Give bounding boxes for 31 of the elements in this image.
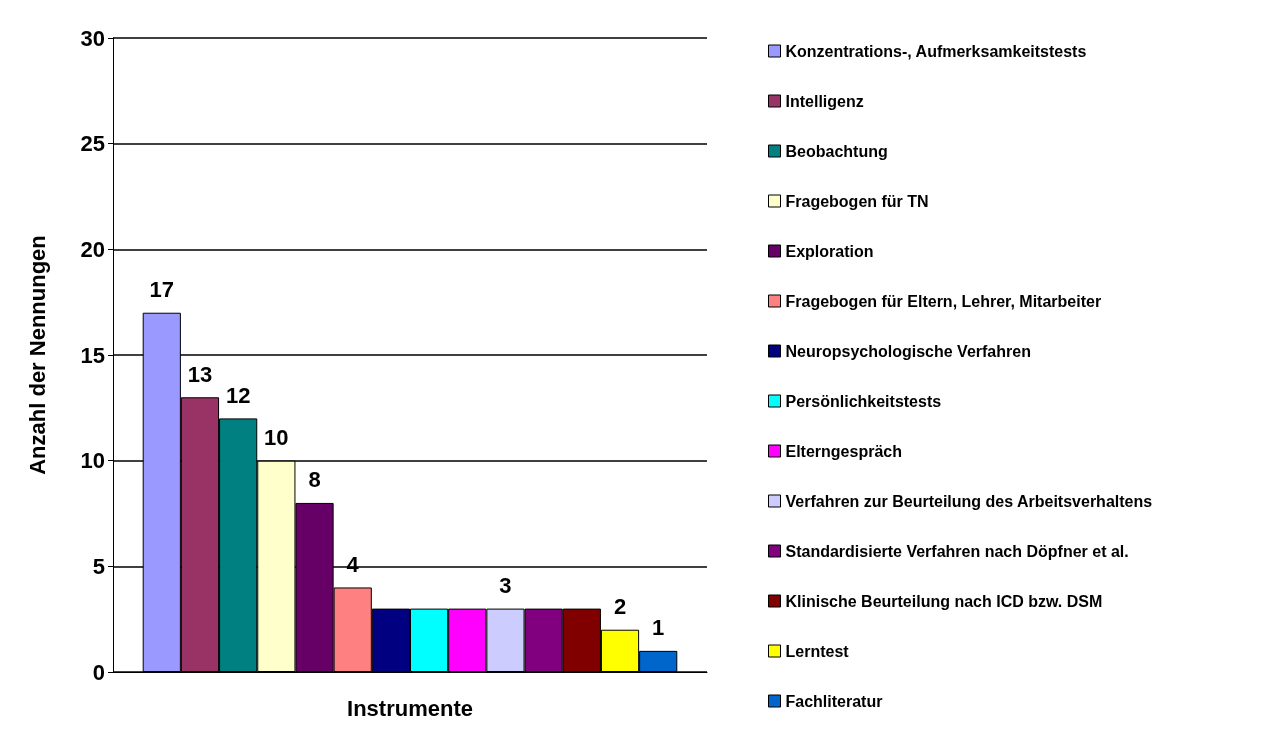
y-tick-label: 5 <box>92 553 105 579</box>
legend-label: Fachliteratur <box>785 692 883 710</box>
legend-label: Standardisierte Verfahren nach Döpfner et al. <box>785 542 1129 560</box>
data-label: 13 <box>187 361 213 387</box>
legend-label: Persönlichkeitstests <box>785 392 942 410</box>
data-label: 17 <box>149 277 175 303</box>
y-tick-label: 10 <box>80 448 105 474</box>
y-tick-label: 20 <box>80 236 105 262</box>
legend-label: Beobachtung <box>785 142 888 160</box>
legend-label: Konzentrations-, Aufmerksamkeitstests <box>785 42 1087 60</box>
y-tick-label: 15 <box>80 342 105 368</box>
data-label: 3 <box>499 573 512 599</box>
legend-label: Verfahren zur Beurteilung des Arbeitsverhaltens <box>785 492 1153 510</box>
legend-label: Lerntest <box>785 642 850 660</box>
data-label: 8 <box>308 467 321 493</box>
y-tick-label: 30 <box>80 25 105 51</box>
x-axis-title: Instrumente <box>347 695 473 721</box>
legend-label: Klinische Beurteilung nach ICD bzw. DSM <box>785 592 1103 610</box>
data-label: 12 <box>225 382 251 408</box>
y-tick-label: 25 <box>80 131 105 157</box>
legend-label: Intelligenz <box>785 92 864 110</box>
legend-label: Fragebogen für Eltern, Lehrer, Mitarbeiter <box>785 292 1102 310</box>
data-label: 10 <box>264 425 289 451</box>
legend-label: Elterngespräch <box>785 442 902 460</box>
legend-label: Fragebogen für TN <box>785 192 929 210</box>
y-axis-title: Anzahl der Nennungen <box>24 235 50 475</box>
y-tick-label: 0 <box>92 659 105 685</box>
data-label: 1 <box>652 615 665 641</box>
legend-label: Neuropsychologische Verfahren <box>785 342 1031 360</box>
data-label: 2 <box>613 594 627 620</box>
legend-label: Exploration <box>785 242 874 260</box>
